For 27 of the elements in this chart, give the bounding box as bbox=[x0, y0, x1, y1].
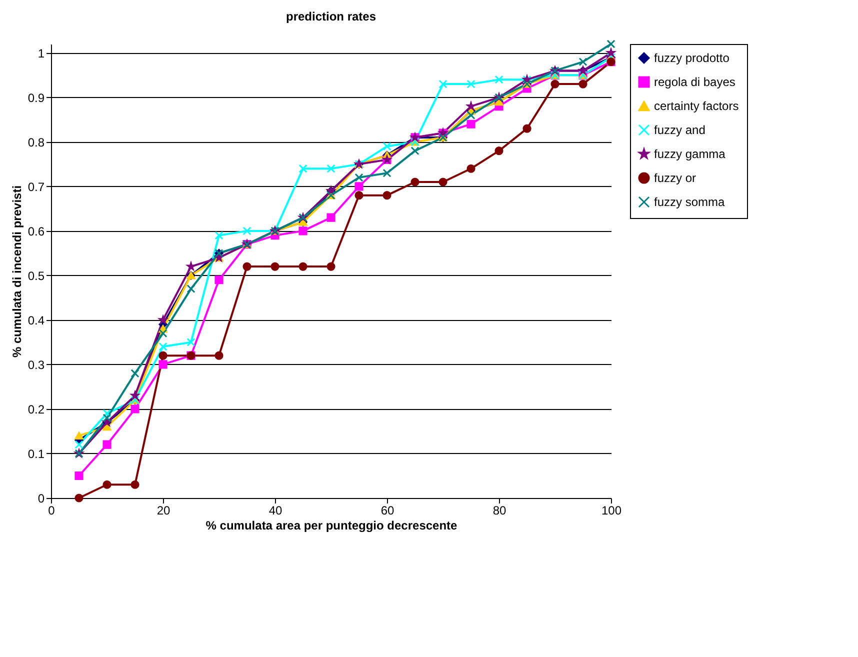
x-tick-label: 20 bbox=[156, 504, 170, 518]
x-axis-title: % cumulata area per punteggio decrescente bbox=[206, 518, 458, 532]
y-tick-label: 0.6 bbox=[28, 224, 45, 238]
legend-label: fuzzy gamma bbox=[654, 147, 726, 161]
legend-label: fuzzy or bbox=[654, 171, 696, 185]
y-tick-label: 0.8 bbox=[28, 135, 45, 150]
legend-label: regola di bayes bbox=[654, 75, 736, 89]
legend-label: fuzzy and bbox=[654, 123, 706, 137]
legend-label: fuzzy prodotto bbox=[654, 51, 730, 65]
x-tick-label: 60 bbox=[380, 504, 394, 518]
y-tick-label: 0.7 bbox=[28, 180, 45, 194]
y-tick-label: 0.1 bbox=[28, 446, 45, 461]
y-tick-label: 1 bbox=[38, 46, 45, 60]
x-tick-label: 0 bbox=[48, 504, 56, 518]
y-tick-label: 0 bbox=[38, 492, 45, 506]
chart-title: prediction rates bbox=[286, 9, 376, 24]
y-tick-label: 0.3 bbox=[28, 358, 45, 372]
y-tick-label: 0.4 bbox=[28, 313, 45, 328]
y-tick-label: 0.9 bbox=[28, 90, 45, 105]
x-tick-label: 100 bbox=[601, 504, 622, 518]
y-tick-label: 0.5 bbox=[28, 268, 45, 283]
y-tick-label: 0.2 bbox=[28, 402, 45, 416]
legend-label: fuzzy somma bbox=[654, 195, 726, 209]
x-tick-label: 80 bbox=[492, 504, 506, 518]
y-axis-title: % cumulata di incendi previsti bbox=[10, 185, 24, 358]
legend-label: certainty factors bbox=[654, 99, 739, 113]
x-tick-label: 40 bbox=[268, 504, 282, 518]
